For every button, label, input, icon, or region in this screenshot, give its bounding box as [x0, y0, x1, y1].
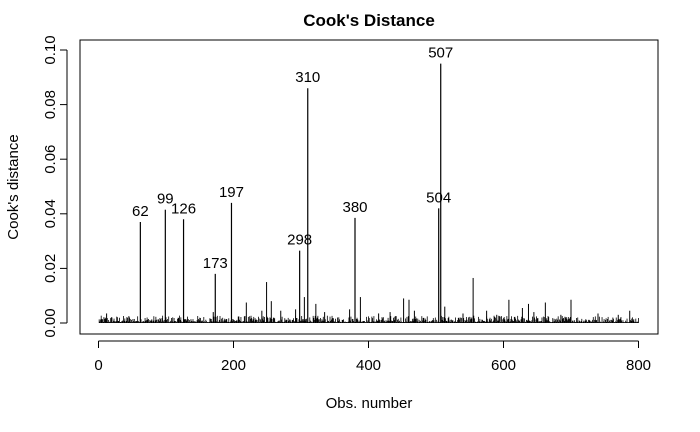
chart-title: Cook's Distance	[303, 11, 435, 30]
point-label-62: 62	[132, 203, 149, 220]
y-tick-label: 0.08	[42, 90, 59, 119]
y-axis: 0.00 0.02 0.04 0.06 0.08 0.10	[42, 35, 68, 338]
x-tick-label: 200	[221, 357, 246, 374]
x-tick-label: 600	[491, 357, 516, 374]
point-label-298: 298	[287, 232, 312, 249]
point-label-99: 99	[157, 191, 174, 208]
y-tick-label: 0.04	[42, 199, 59, 228]
x-axis-label: Obs. number	[326, 395, 413, 412]
x-tick-label: 0	[94, 357, 102, 374]
y-tick-label: 0.10	[42, 35, 59, 64]
point-label-380: 380	[342, 199, 367, 216]
y-tick-label: 0.00	[42, 308, 59, 337]
point-label-310: 310	[295, 69, 320, 86]
bar-group	[98, 63, 639, 323]
x-axis: 0 200 400 600 800	[94, 340, 651, 374]
y-tick-label: 0.06	[42, 145, 59, 174]
point-label-173: 173	[203, 255, 228, 272]
x-tick-label: 400	[356, 357, 381, 374]
y-tick-label: 0.02	[42, 254, 59, 283]
point-label-507: 507	[428, 45, 453, 62]
plot-frame	[79, 39, 659, 335]
point-label-197: 197	[219, 184, 244, 201]
y-axis-label: Cook's distance	[5, 134, 22, 239]
point-label-504: 504	[426, 189, 451, 206]
x-tick-label: 800	[626, 357, 651, 374]
point-label-126: 126	[171, 200, 196, 217]
